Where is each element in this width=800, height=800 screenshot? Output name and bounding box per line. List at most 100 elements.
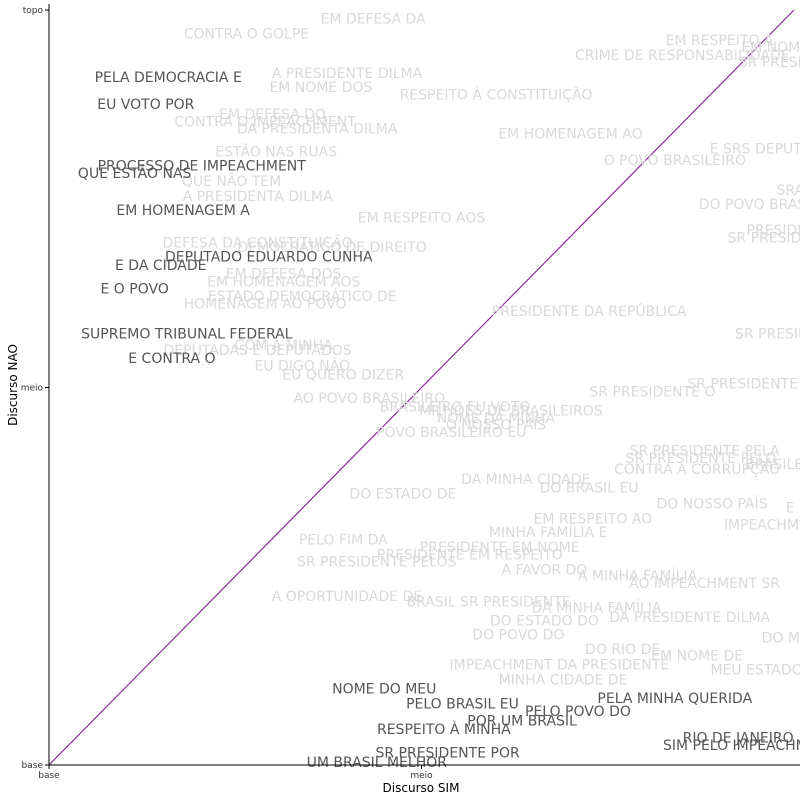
faded-term-label: EM DEFESA DA <box>320 11 426 27</box>
highlighted-term-label: PELO POVO DO <box>525 704 631 720</box>
faded-term-label: POVO BRASILEIRO EU <box>376 425 526 441</box>
x-axis-title: Discurso SIM <box>383 781 460 795</box>
faded-term-label: SRA <box>776 183 800 199</box>
faded-term-label: DO NOSSO PAÍS <box>656 496 767 513</box>
faded-term-label: DA PRESIDENTA DILMA <box>237 122 398 138</box>
highlighted-term-label: E DA CIDADE <box>115 258 207 274</box>
faded-term-label: DO POVO BRASILEIRO <box>699 197 800 213</box>
faded-term-label: DO POVO DO <box>472 628 564 644</box>
highlighted-term-label: SUPREMO TRIBUNAL FEDERAL <box>81 327 293 343</box>
faded-term-label: DO ESTADO DO <box>490 614 599 630</box>
y-tick-label: base <box>22 761 44 771</box>
faded-term-label: SR PRESIDENTE PELA <box>630 444 780 460</box>
y-axis-title: Discurso NAO <box>6 344 20 426</box>
faded-term-label: EM HOMENAGEM AOS <box>207 275 360 291</box>
faded-term-label: EM RESPEITO AOS <box>358 210 486 226</box>
faded-term-label: EM DEFESA DOS <box>226 266 342 282</box>
faded-term-label: DO ESTADO DE <box>349 487 456 503</box>
faded-term-label: EM NOME DOS <box>269 80 372 96</box>
faded-term-label: IMPEACHMENT DA PRESIDENTE <box>450 657 670 673</box>
axes: base meio base meio topo <box>21 4 800 781</box>
faded-term-label: QUE NÃO TEM <box>182 173 281 190</box>
faded-term-label: SR PRESIDENTE O <box>589 384 715 400</box>
faded-term-label: DA PRESIDENTE DILMA <box>609 610 770 626</box>
faded-term-label: BRASIL SR PRESIDENTE <box>406 595 570 611</box>
faded-term-label: SR PRESIDENTE PELOS <box>297 555 457 571</box>
highlighted-term-label: POR UM BRASIL <box>467 714 577 730</box>
faded-term-label: DA MINHA FAMÍLIA <box>532 599 662 616</box>
faded-term-label: ESTÃO NAS RUAS <box>215 144 337 161</box>
faded-term-label: NOME DA MINHA <box>437 411 556 427</box>
highlighted-term-label: RESPEITO À MINHA <box>377 721 511 738</box>
faded-term-label: EU QUERO DIZER <box>282 367 404 383</box>
highlighted-term-label: PELA DEMOCRACIA E <box>95 70 242 86</box>
faded-term-label: SR PRESIDENTE <box>735 327 800 343</box>
faded-term-label: O POVO BRASILEIRO <box>604 153 746 169</box>
faded-term-label: CRIME DE RESPONSABILIDADE <box>575 48 790 64</box>
x-tick-label: base <box>38 771 60 781</box>
y-tick-label: meio <box>21 384 44 394</box>
faded-term-label: MILHÕES DE BRASILEIROS <box>419 402 603 419</box>
highlighted-term-label: EM HOMENAGEM A <box>116 203 250 219</box>
highlighted-term-label: EU VOTO POR <box>97 97 194 113</box>
highlighted-term-label: SIM PELO IMPEACHMENT <box>663 738 800 754</box>
highlighted-term-label: DEPUTADO EDUARDO CUNHA <box>165 249 373 265</box>
faded-term-label: A FAVOR DO <box>502 563 588 579</box>
faded-term-label: BRASILEIRO <box>745 457 800 473</box>
faded-term-label: CONTRA A CORRUPÇÃO <box>614 461 780 478</box>
faded-term-label: A MINHA FAMÍLIA <box>578 567 698 584</box>
faded-term-label: CONTRA O IMPEACHMENT <box>174 114 356 130</box>
faded-term-label: AO IMPEACHMENT SR <box>629 576 780 592</box>
highlighted-term-label: E CONTRA O <box>128 351 215 367</box>
faded-term-label: EU DIGO NÃO <box>255 358 351 375</box>
faded-term-label: EM HOMENAGEM AO <box>498 127 642 143</box>
highlighted-term-label: PELA MINHA QUERIDA <box>597 691 752 707</box>
faded-term-label: IMPEACHMENT <box>724 517 800 533</box>
highlighted-term-label: QUE ESTÃO NAS <box>78 165 192 182</box>
faded-term-label: E <box>786 500 795 516</box>
highlighted-term-label: E O POVO <box>101 281 169 297</box>
faded-term-label: AO POVO BRASILEIRO <box>293 391 445 407</box>
faded-term-label: EM DEFESA DO <box>219 107 326 123</box>
highlighted-term-label: PROCESSO DE IMPEACHMENT <box>98 159 307 175</box>
faded-term-label: EM RESPEITO A <box>666 33 774 49</box>
faded-term-label: MEU ESTADO D <box>710 663 800 679</box>
faded-term-label: MINHA FAMÍLIA E <box>489 524 608 541</box>
highlighted-term-label: PELO BRASIL EU <box>406 697 519 713</box>
highlighted-term-label: RIO DE JANEIRO <box>683 731 794 747</box>
faded-term-label: SR PRESIDENTE <box>728 230 800 246</box>
faded-term-label: PRESIDENTE EM NOME <box>420 540 580 556</box>
faded-term-label: A PRESIDENTE DILMA <box>272 66 423 82</box>
y-tick-label: topo <box>23 6 44 16</box>
faded-term-label: A PRESIDENTA DILMA <box>183 189 333 205</box>
faded-term-label: SR PRESIDENTE PELO <box>626 451 777 467</box>
faded-term-label: PRESIDENTE <box>747 223 800 239</box>
faded-term-label: HOMENAGEM AO POVO <box>184 296 347 312</box>
faded-term-label: MINHA CIDADE DE <box>499 672 628 688</box>
faded-term-label: EM RESPEITO AO <box>534 512 653 528</box>
x-tick-label: meio <box>410 771 433 781</box>
faded-term-label: ESTADO DEMOCRÁTICO DE <box>208 288 397 305</box>
diagonal-reference-line <box>48 9 795 766</box>
faded-term-label: DEFESA DA CONSTITUIÇÃO <box>163 234 353 251</box>
highlighted-term-label: SR PRESIDENTE POR <box>375 746 520 762</box>
faded-term-label: EM NOME DE <box>651 649 743 665</box>
faded-term-label: DEPUTADAS E DEPUTADOS <box>164 343 352 359</box>
faded-term-label: DA MINHA CIDADE <box>461 472 590 488</box>
faded-term-label: BRASILEIRO EU VOTO <box>380 400 531 416</box>
faded-term-label: DO RIO DE <box>585 642 660 658</box>
faded-term-label: RESPEITO À CONSTITUIÇÃO <box>400 87 593 104</box>
highlighted-term-label: UM BRASIL MELHOR <box>307 755 448 771</box>
faded-term-label: E SRS DEPUTADOS <box>710 142 800 158</box>
faded-term-label: COM A MINHA <box>235 338 334 354</box>
faded-term-label: SR PRESIDENTE <box>739 55 800 71</box>
plot-area: EM DEFESA DA CONTRA O GOLPE A PRESIDENTE D… <box>48 9 800 771</box>
faded-term-label: O NOSSO PAÍS <box>446 416 546 433</box>
faded-term-label: PRESIDENTE DA REPÚBLICA <box>492 302 687 320</box>
faded-term-label: CONTRA O GOLPE <box>184 27 309 43</box>
faded-term-label: PRESIDENTE EM RESPEITO <box>377 547 563 563</box>
faded-term-label: EM NOME D <box>741 40 800 56</box>
highlighted-term-label: NOME DO MEU <box>332 682 436 698</box>
faded-term-label: A OPORTUNIDADE DE <box>272 589 422 605</box>
